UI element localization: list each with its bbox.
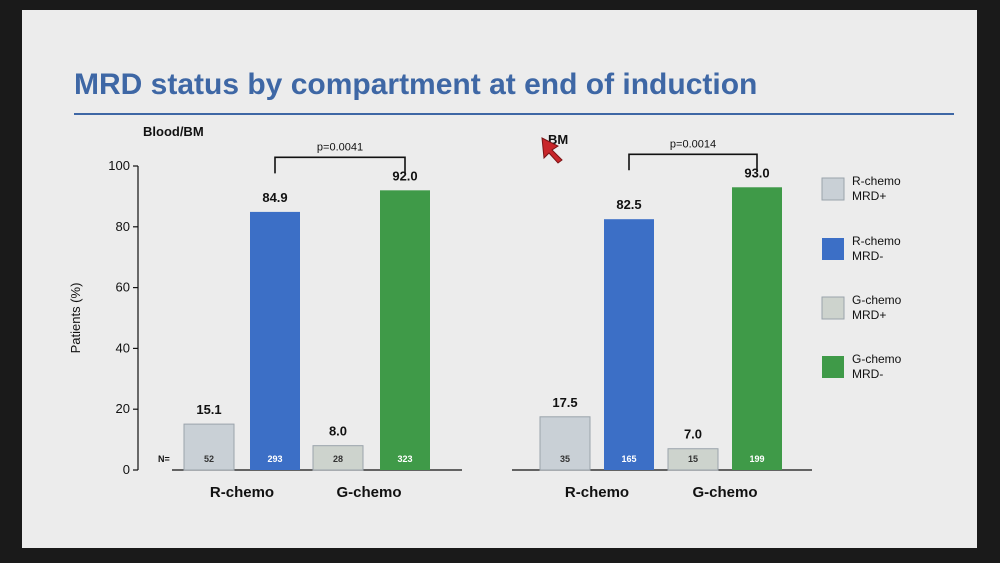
bar-n-label: 293 (267, 454, 282, 464)
y-tick-label: 80 (116, 219, 130, 234)
bar-value-label: 92.0 (392, 168, 417, 183)
y-tick-label: 40 (116, 340, 130, 355)
bar-value-label: 15.1 (196, 402, 221, 417)
p-value-label: p=0.0014 (670, 138, 716, 150)
bar-n-label: 28 (333, 454, 343, 464)
slide-title: MRD status by compartment at end of indu… (74, 68, 758, 101)
category-label: G-chemo (692, 484, 757, 501)
mrd-bar-chart: 0 20 40 60 80 100 Patients (%) N= Blood/BM 15.1 52… (68, 124, 902, 501)
category-label: G-chemo (336, 484, 401, 501)
bar-mrd-neg (604, 219, 654, 470)
p-value-bracket (628, 153, 758, 171)
bar-mrd-pos (539, 416, 591, 471)
y-tick-label: 0 (123, 462, 130, 477)
bar-mrd-neg (250, 211, 300, 471)
bar-n-label: 165 (621, 454, 636, 464)
bar-n-label: 35 (560, 454, 570, 464)
pointer-cursor-icon (541, 137, 563, 164)
bar-mrd-neg (732, 187, 782, 470)
n-prefix-label: N= (158, 454, 170, 464)
title-rule (74, 113, 954, 115)
bar-value-label: 17.5 (552, 395, 577, 410)
bar-n-label: 323 (397, 454, 412, 464)
legend-label: R-chemo (852, 234, 901, 248)
legend-swatch (821, 296, 845, 320)
bar-value-label: 82.5 (616, 197, 641, 212)
bar-mrd-pos (667, 448, 719, 471)
legend-label: G-chemo (852, 352, 902, 366)
legend-label: G-chemo (852, 293, 902, 307)
legend-swatch (821, 177, 845, 201)
legend-swatch (822, 238, 844, 260)
slide-screen: MRD status by compartment at end of indu… (22, 10, 977, 548)
bar-value-label: 8.0 (329, 424, 347, 439)
category-label: R-chemo (210, 484, 274, 501)
p-value-label: p=0.0041 (317, 141, 363, 153)
p-value-bracket (274, 156, 406, 174)
bar-mrd-pos (312, 445, 364, 471)
category-label: R-chemo (565, 484, 629, 501)
legend-label: MRD+ (852, 308, 886, 322)
legend-label: MRD- (852, 367, 883, 381)
bar-value-label: 84.9 (262, 190, 287, 205)
bar-value-label: 93.0 (744, 165, 769, 180)
bar-n-label: 52 (204, 454, 214, 464)
y-tick-label: 100 (108, 158, 130, 173)
bar-n-label: 15 (688, 454, 698, 464)
bar-mrd-pos (183, 423, 235, 471)
bar-n-label: 199 (749, 454, 764, 464)
bar-mrd-neg (380, 190, 430, 470)
legend-swatch (822, 356, 844, 378)
y-tick-label: 20 (116, 401, 130, 416)
legend-label: MRD- (852, 249, 883, 263)
legend-label: R-chemo (852, 174, 901, 188)
bar-value-label: 7.0 (684, 427, 702, 442)
y-tick-label: 60 (116, 280, 130, 295)
y-axis-label: Patients (%) (68, 283, 83, 354)
legend-label: MRD+ (852, 189, 886, 203)
panel-title-1: Blood/BM (143, 124, 204, 139)
